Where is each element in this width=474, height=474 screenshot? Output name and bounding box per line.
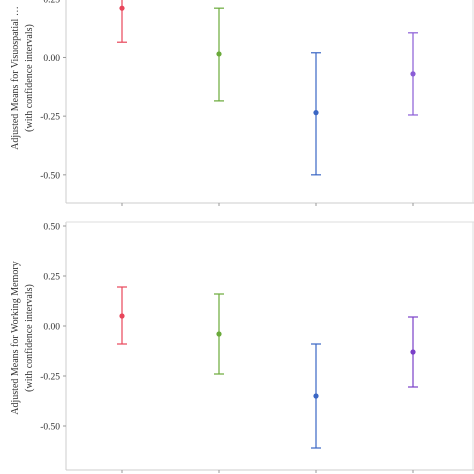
mean-point [410,349,416,355]
error-bar [214,7,224,102]
y-tick-label: -0.25 [40,113,60,123]
y-axis-label-line: (with confidence intervals) [24,284,35,392]
y-tick-label: -0.50 [40,171,60,181]
error-bar [117,286,127,345]
y-tick-label: 0.25 [43,0,60,5]
mean-point [313,110,319,116]
error-bar [311,52,321,176]
y-axis-label-line: (with confidence intervals) [24,24,35,132]
visuospatial-chart: 0.25 0.00 -0.25 -0.50 Adjusted Means for Vis… [10,0,474,206]
y-tick-label: 0.25 [43,273,60,283]
mean-point [119,313,125,319]
y-axis-label: Adjusted Means for Visuospatial … (with c… [10,6,35,150]
y-tick-label: 0.00 [43,54,60,64]
error-bar [408,32,418,116]
error-bar [311,343,321,449]
mean-point [410,71,416,77]
y-axis-label: Adjusted Means for Working Memory (with c… [10,261,35,414]
y-tick-label: 0.00 [43,323,60,333]
y-tick-label: -0.50 [40,423,60,433]
mean-point [216,51,222,57]
mean-point [216,331,222,337]
error-bar [408,316,418,388]
y-tick-label: -0.25 [40,373,60,383]
error-bar [117,0,127,43]
mean-point [313,393,319,399]
error-bar [214,293,224,375]
y-tick-label: 0.50 [43,223,60,233]
y-axis-label-line: Adjusted Means for Working Memory [10,261,21,414]
mean-point [119,5,125,11]
y-axis-label-line: Adjusted Means for Visuospatial … [10,6,21,150]
working-memory-chart: 0.50 0.25 0.00 -0.25 -0.50 Adjusted Means for… [10,221,474,473]
